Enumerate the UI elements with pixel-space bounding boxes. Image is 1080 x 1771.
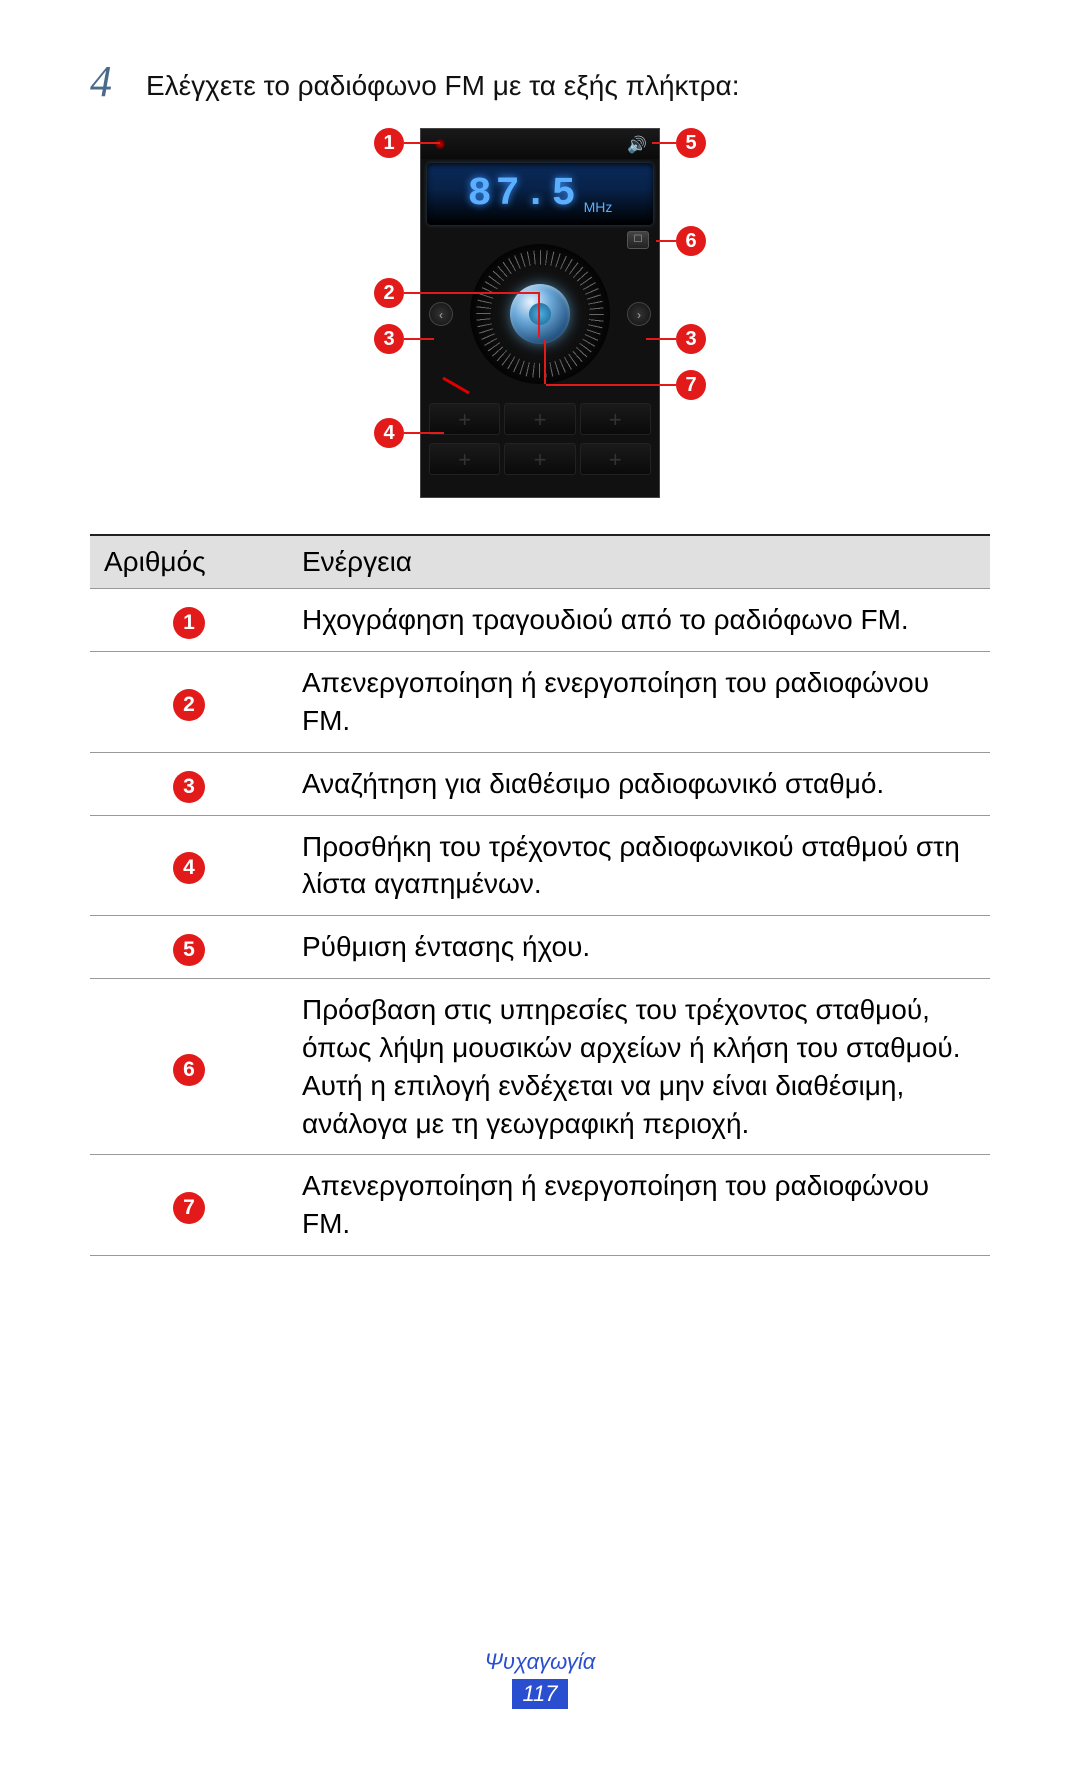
callout-line — [546, 384, 676, 386]
table-header-number: Αριθμός — [90, 535, 288, 589]
row-action: Αναζήτηση για διαθέσιμο ραδιοφωνικό σταθ… — [288, 752, 990, 815]
favorite-slot[interactable]: + — [580, 403, 651, 435]
callout-badge-6: 6 — [676, 226, 706, 256]
frequency-unit: MHz — [584, 199, 613, 215]
volume-icon[interactable]: 🔊 — [627, 135, 647, 155]
table-row: 1 Ηχογράφηση τραγουδιού από το ραδιόφωνο… — [90, 589, 990, 652]
row-badge: 6 — [173, 1054, 205, 1086]
table-row: 3 Αναζήτηση για διαθέσιμο ραδιοφωνικό στ… — [90, 752, 990, 815]
row-action: Ρύθμιση έντασης ήχου. — [288, 916, 990, 979]
table-row: 2 Απενεργοποίηση ή ενεργοποίηση του ραδι… — [90, 652, 990, 753]
footer-section: Ψυχαγωγία — [0, 1649, 1080, 1675]
favorite-slot[interactable]: + — [504, 443, 575, 475]
row-badge: 7 — [173, 1192, 205, 1224]
favorite-slot[interactable]: + — [429, 443, 500, 475]
phone-top-bar: 🔊 — [421, 129, 659, 159]
row-badge: 1 — [173, 607, 205, 639]
row-action: Προσθήκη του τρέχοντος ραδιοφωνικού σταθ… — [288, 815, 990, 916]
table-row: 6 Πρόσβαση στις υπηρεσίες του τρέχοντος … — [90, 979, 990, 1155]
row-action: Απενεργοποίηση ή ενεργοποίηση του ραδιοφ… — [288, 1155, 990, 1256]
step-line: 4 Ελέγχετε το ραδιόφωνο FM με τα εξής πλ… — [90, 60, 990, 104]
callout-line — [538, 292, 540, 338]
fm-radio-figure: 🔊 87.5 MHz ☐ ‹ › + + + + + + 1 5 — [380, 128, 700, 498]
favorite-slot[interactable]: + — [504, 403, 575, 435]
favorites-row-1: + + + — [421, 399, 659, 439]
table-row: 5 Ρύθμιση έντασης ήχου. — [90, 916, 990, 979]
row-action: Απενεργοποίηση ή ενεργοποίηση του ραδιοφ… — [288, 652, 990, 753]
callout-badge-7: 7 — [676, 370, 706, 400]
row-action: Πρόσβαση στις υπηρεσίες του τρέχοντος στ… — [288, 979, 990, 1155]
row-badge: 2 — [173, 689, 205, 721]
dial-needle-icon — [442, 377, 469, 395]
callout-line — [404, 142, 440, 144]
callout-line — [656, 240, 676, 242]
callout-badge-3: 3 — [374, 324, 404, 354]
frequency-value: 87.5 — [468, 172, 580, 217]
callout-line — [404, 338, 434, 340]
callout-line — [544, 340, 546, 384]
favorite-slot[interactable]: + — [429, 403, 500, 435]
callout-badge-5: 5 — [676, 128, 706, 158]
step-text: Ελέγχετε το ραδιόφωνο FM με τα εξής πλήκ… — [146, 60, 739, 102]
row-action: Ηχογράφηση τραγουδιού από το ραδιόφωνο F… — [288, 589, 990, 652]
favorite-slot[interactable]: + — [580, 443, 651, 475]
callout-line — [652, 142, 676, 144]
controls-legend-table: Αριθμός Ενέργεια 1 Ηχογράφηση τραγουδιού… — [90, 534, 990, 1256]
seek-next-button[interactable]: › — [627, 302, 651, 326]
tuning-dial-area: ‹ › — [421, 229, 659, 399]
table-row: 7 Απενεργοποίηση ή ενεργοποίηση του ραδι… — [90, 1155, 990, 1256]
tuning-dial[interactable] — [470, 244, 610, 384]
callout-badge-4: 4 — [374, 418, 404, 448]
frequency-display: 87.5 MHz — [427, 163, 653, 225]
record-indicator-icon[interactable] — [435, 139, 445, 149]
callout-line — [646, 338, 676, 340]
seek-prev-button[interactable]: ‹ — [429, 302, 453, 326]
page-footer: Ψυχαγωγία 117 — [0, 1649, 1080, 1709]
phone-screenshot: 🔊 87.5 MHz ☐ ‹ › + + + + + + — [420, 128, 660, 498]
callout-badge-1: 1 — [374, 128, 404, 158]
table-row: 4 Προσθήκη του τρέχοντος ραδιοφωνικού στ… — [90, 815, 990, 916]
row-badge: 5 — [173, 934, 205, 966]
favorites-row-2: + + + — [421, 439, 659, 479]
callout-badge-2: 2 — [374, 278, 404, 308]
table-header-action: Ενέργεια — [288, 535, 990, 589]
row-badge: 4 — [173, 852, 205, 884]
callout-line — [404, 292, 538, 294]
row-badge: 3 — [173, 771, 205, 803]
callout-badge-3: 3 — [676, 324, 706, 354]
step-number: 4 — [90, 60, 128, 104]
footer-page-number: 117 — [512, 1679, 567, 1709]
callout-line — [404, 432, 444, 434]
